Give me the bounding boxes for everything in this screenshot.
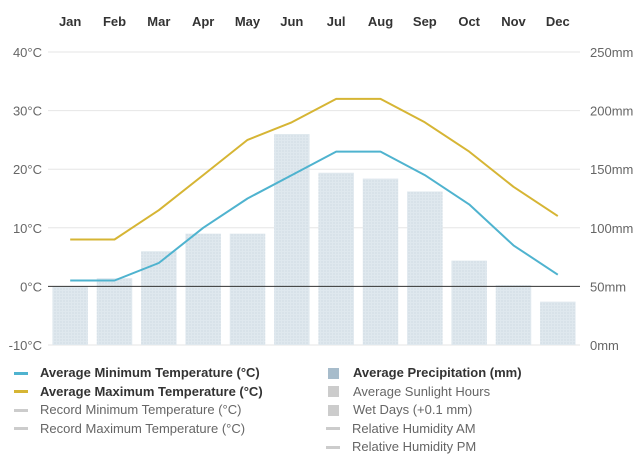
legend-line-swatch bbox=[14, 390, 28, 393]
precipitation-bar-jul bbox=[318, 172, 354, 345]
legend-box-swatch bbox=[328, 404, 339, 416]
max-temperature-line bbox=[70, 97, 559, 241]
legend-item[interactable]: Relative Humidity AM bbox=[326, 420, 476, 438]
min-temperature-line bbox=[70, 150, 559, 282]
month-label: Jul bbox=[327, 14, 346, 29]
month-label: May bbox=[235, 14, 261, 29]
right-tick-label: 50mm bbox=[590, 279, 626, 294]
legend-item[interactable]: Average Precipitation (mm) bbox=[326, 364, 522, 382]
left-tick-label: -10°C bbox=[9, 338, 42, 353]
month-label: Jan bbox=[59, 14, 81, 29]
left-tick-label: 20°C bbox=[13, 162, 42, 177]
grid-lines bbox=[48, 51, 580, 346]
precipitation-bar-may bbox=[229, 233, 266, 345]
month-label: Nov bbox=[501, 14, 526, 29]
legend-label: Record Minimum Temperature (°C) bbox=[40, 402, 242, 417]
precipitation-bar-dec bbox=[540, 301, 576, 345]
month-label: Aug bbox=[368, 14, 393, 29]
legend-label: Average Maximum Temperature (°C) bbox=[40, 383, 263, 399]
month-label: Feb bbox=[103, 14, 126, 29]
legend-line-swatch bbox=[326, 427, 340, 430]
precipitation-bars bbox=[52, 134, 576, 345]
temperature-lines bbox=[70, 97, 559, 282]
legend-line-swatch bbox=[14, 408, 28, 412]
legend-item[interactable]: Relative Humidity PM bbox=[326, 438, 476, 456]
legend-label: Record Maximum Temperature (°C) bbox=[40, 420, 246, 436]
right-tick-label: 150mm bbox=[590, 162, 633, 177]
right-tick-label: 250mm bbox=[590, 45, 633, 60]
legend-line-swatch bbox=[326, 445, 340, 449]
legend-label: Relative Humidity AM bbox=[352, 420, 476, 436]
precipitation-bar-mar bbox=[141, 251, 177, 345]
precipitation-bar-sep bbox=[407, 191, 443, 345]
right-tick-label: 200mm bbox=[590, 104, 633, 119]
month-label: Apr bbox=[192, 14, 214, 29]
month-label: Dec bbox=[546, 14, 570, 29]
precipitation-bar-jan bbox=[52, 286, 88, 345]
precipitation-bar-nov bbox=[495, 285, 532, 345]
left-tick-label: 40°C bbox=[13, 45, 42, 60]
left-tick-label: 10°C bbox=[13, 221, 42, 236]
legend-label: Average Sunlight Hours bbox=[353, 383, 491, 399]
precipitation-bar-oct bbox=[451, 260, 487, 345]
legend-item[interactable]: Wet Days (+0.1 mm) bbox=[326, 401, 472, 419]
precipitation-bar-aug bbox=[362, 178, 399, 345]
right-tick-label: 100mm bbox=[590, 221, 633, 236]
legend-line-swatch bbox=[14, 427, 28, 430]
month-label: Mar bbox=[147, 14, 170, 29]
left-tick-label: 30°C bbox=[13, 104, 42, 119]
legend-label: Wet Days (+0.1 mm) bbox=[353, 402, 473, 417]
left-axis-ticks: 40°C 30°C 20°C 10°C 0°C -10°C bbox=[9, 45, 42, 353]
legend-box-swatch bbox=[328, 367, 339, 379]
legend-item[interactable]: Average Maximum Temperature (°C) bbox=[14, 383, 263, 401]
month-label: Oct bbox=[458, 14, 480, 29]
legend-item[interactable]: Average Minimum Temperature (°C) bbox=[14, 364, 260, 382]
month-labels: Jan Feb Mar Apr May Jun Jul Aug Sep Oct Nov Dec bbox=[59, 14, 570, 29]
month-label: Sep bbox=[413, 14, 437, 29]
precipitation-bar-jun bbox=[274, 134, 310, 345]
legend: Average Minimum Temperature (°C) Average … bbox=[0, 360, 640, 464]
month-label: Jun bbox=[280, 14, 303, 29]
right-axis-ticks: 250mm 200mm 150mm 100mm 50mm 0mm bbox=[590, 45, 633, 353]
left-tick-label: 0°C bbox=[20, 279, 42, 294]
legend-item[interactable]: Record Minimum Temperature (°C) bbox=[14, 401, 241, 419]
legend-item[interactable]: Record Maximum Temperature (°C) bbox=[14, 420, 245, 438]
legend-label: Relative Humidity PM bbox=[352, 439, 477, 454]
right-tick-label: 0mm bbox=[590, 338, 619, 353]
legend-label: Average Precipitation (mm) bbox=[353, 365, 522, 380]
legend-label: Average Minimum Temperature (°C) bbox=[40, 365, 260, 380]
legend-box-swatch bbox=[328, 386, 339, 397]
legend-item[interactable]: Average Sunlight Hours bbox=[326, 383, 490, 401]
precipitation-bar-feb bbox=[96, 278, 133, 345]
precipitation-bar-apr bbox=[185, 233, 221, 345]
legend-line-swatch bbox=[14, 371, 28, 375]
